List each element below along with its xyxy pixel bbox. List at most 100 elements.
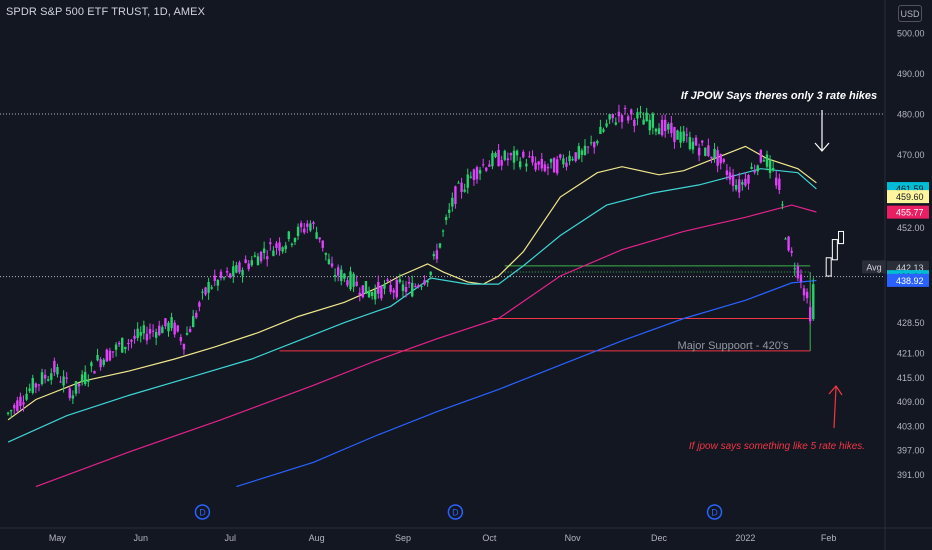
candle-body [719,153,722,164]
candle-body [293,238,297,242]
candle-body [185,332,189,335]
candle-body [380,285,383,299]
dividend-marker [447,504,464,520]
y-tick-label: 480.00 [897,110,925,120]
y-tick-label: 470.00 [897,150,925,160]
candle-body [685,134,688,136]
candle-body [9,410,13,412]
candle-body [565,162,568,167]
candle-body [235,265,238,273]
candle-body [195,312,198,318]
candle-body [241,269,244,276]
candle-body [404,287,408,292]
candle-body [327,259,331,265]
candle-body [562,158,565,165]
candle-body [213,275,216,281]
candle-body [704,147,707,156]
candle-body [645,112,648,122]
candle-body [463,189,466,192]
candle-body [734,184,738,190]
candle-body [411,282,414,297]
candle-body [793,268,796,270]
symbol-title: SPDR S&P 500 ETF TRUST, 1D, AMEX [6,6,206,18]
up-arrow-icon [828,385,843,396]
candle-body [229,273,232,278]
candle-body [173,322,176,335]
candle-body [574,152,577,162]
candle-body [472,169,476,180]
candle-body [799,274,803,282]
forecast-box [838,230,845,245]
moving-average-line [35,204,817,488]
annotation-5-hikes: If jpow says something like 5 rate hikes… [689,441,865,452]
candle-body [546,166,550,169]
x-tick-label: Aug [309,533,325,543]
price-label-badge [887,190,929,204]
candle-body [670,122,673,134]
candle-body [417,285,420,288]
price-label: 459.60 [896,192,924,202]
candle-body [50,373,53,380]
candle-body [309,223,312,231]
candle-body [364,281,368,294]
candle-body [158,325,161,335]
candle-body [660,119,664,136]
candle-body [518,161,522,168]
candle-body [167,322,170,332]
candle-body [481,164,485,166]
candle-body [623,108,627,110]
candle-body [139,332,142,336]
candle-body [389,284,392,292]
candle-body [753,170,756,173]
candle-body [154,332,158,338]
candle-body [525,163,528,167]
forecast-box [825,257,832,277]
candle-body [673,127,676,142]
candle-body [232,266,235,277]
candle-body [53,360,56,373]
candle-body [117,342,121,345]
candle-body [201,291,204,293]
candle-body [549,158,553,163]
dividend-marker [706,504,723,520]
price-label: 442.13 [896,263,924,273]
candle-body [398,279,402,283]
candle-body [762,160,766,162]
candle-body [512,150,516,163]
candle-body [62,376,65,386]
candle-body [25,393,28,400]
price-label-badge [887,205,929,219]
candle-body [796,266,800,279]
candle-body [586,146,590,148]
price-label: 455.77 [896,208,924,218]
moving-average-line [236,279,817,488]
candle-body [121,337,124,353]
candle-body [198,302,201,307]
candle-body [444,217,448,220]
candle-body [170,317,173,329]
dividend-marker [194,504,211,520]
candle-body [299,223,303,228]
candle-body [6,412,10,414]
candle-body [457,182,460,184]
candle-body [466,174,469,188]
candle-body [133,335,136,339]
candle-body [540,158,543,169]
candle-body [266,256,269,260]
candle-body [537,161,540,165]
candle-body [509,153,513,156]
candle-body [441,230,445,232]
candle-body [438,243,442,248]
currency-button[interactable]: USD [898,5,922,22]
candle-body [272,250,275,256]
candle-body [633,120,636,127]
candle-body [503,150,506,160]
candle-body [741,182,744,185]
candle-body [136,328,139,339]
candle-body [71,395,75,399]
candle-body [250,260,253,266]
candle-body [651,113,655,128]
candle-body [93,371,96,374]
candle-body [808,307,812,322]
